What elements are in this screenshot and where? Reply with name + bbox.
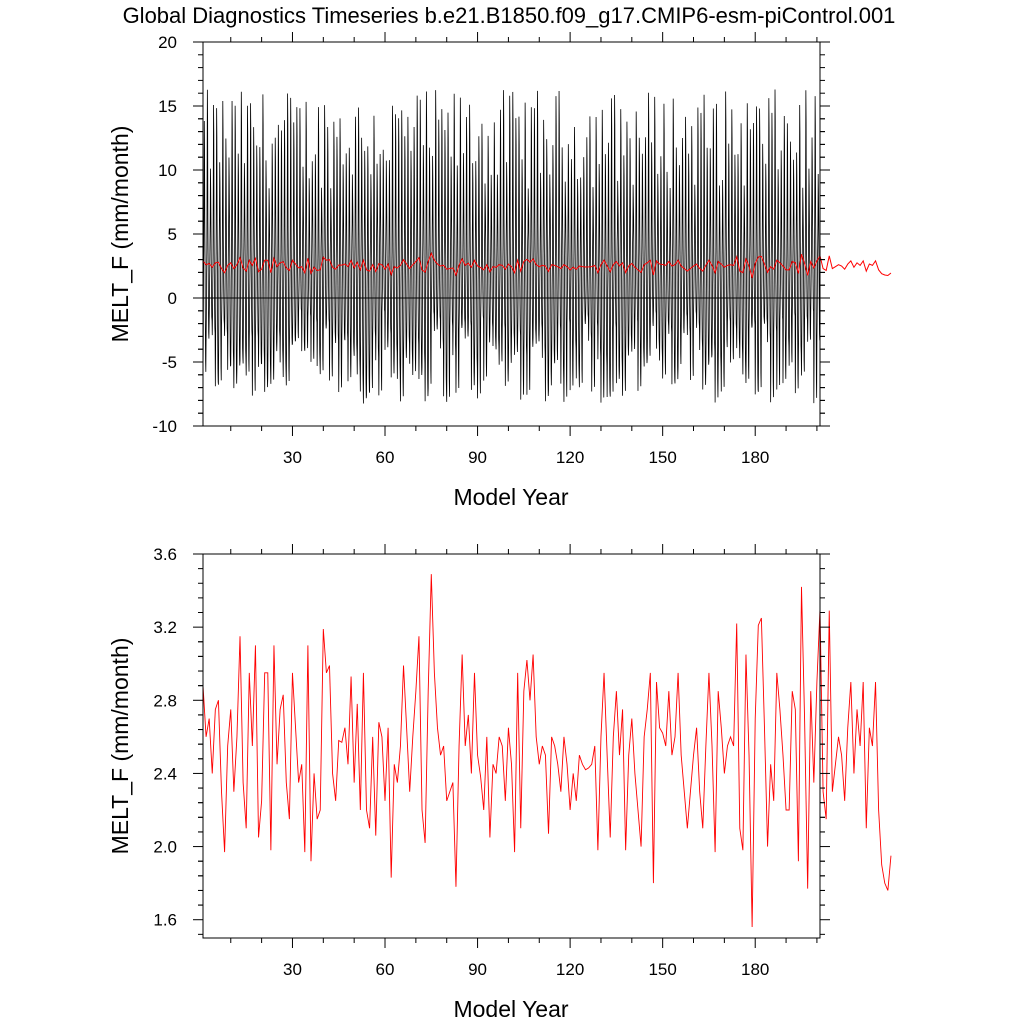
panel-bottom-annual-series — [202, 574, 892, 928]
y-tick-label: 2.4 — [153, 764, 177, 783]
panel-bottom: 30 60 90 120 150 180 1.6 2.0 2.4 2.8 3.2 3.6 Model … — [107, 544, 892, 1022]
y-tick-label: 1.6 — [153, 911, 177, 930]
y-tick-label: 15 — [158, 97, 177, 116]
y-tick-label: -5 — [162, 353, 177, 372]
x-tick-label: 60 — [376, 960, 395, 979]
panel-top-xlabel: Model Year — [453, 484, 568, 510]
x-tick-label: 180 — [741, 960, 769, 979]
annual-series-line — [202, 574, 892, 928]
x-tick-label: 60 — [376, 448, 395, 467]
y-tick-label: 20 — [158, 33, 177, 52]
y-tick-label: 3.2 — [153, 618, 177, 637]
x-tick-label: 150 — [648, 448, 676, 467]
x-tick-label: 120 — [556, 448, 584, 467]
panel-bottom-xlabel: Model Year — [453, 996, 568, 1022]
panel-bottom-ticks: 30 60 90 120 150 180 1.6 2.0 2.4 2.8 3.2 3.6 — [153, 544, 830, 979]
monthly-series-line — [202, 89, 821, 404]
panel-top-annual-series — [202, 252, 892, 279]
x-tick-label: 150 — [648, 960, 676, 979]
y-tick-label: 10 — [158, 161, 177, 180]
x-tick-label: 90 — [468, 448, 487, 467]
panel-top-ticks: 30 60 90 120 150 180 -10 -5 0 5 10 15 20 — [152, 32, 830, 467]
x-tick-label: 180 — [741, 448, 769, 467]
panel-top-plot-frame — [202, 41, 821, 427]
y-tick-label: 5 — [168, 225, 177, 244]
y-tick-label: 0 — [168, 289, 177, 308]
y-tick-label: 2.8 — [153, 691, 177, 710]
chart-title: Global Diagnostics Timeseries b.e21.B185… — [123, 3, 896, 28]
panel-top-ylabel: MELT_F (mm/month) — [107, 126, 133, 343]
x-tick-label: 30 — [283, 960, 302, 979]
x-tick-label: 30 — [283, 448, 302, 467]
y-tick-label: 3.6 — [153, 545, 177, 564]
x-tick-label: 90 — [468, 960, 487, 979]
panel-top-monthly-series — [202, 89, 821, 404]
annual-series-line — [202, 252, 892, 279]
y-tick-label: 2.0 — [153, 838, 177, 857]
panel-bottom-plot-frame — [202, 553, 821, 939]
panel-bottom-ylabel: MELT_F (mm/month) — [107, 638, 133, 855]
y-tick-label: -10 — [152, 417, 177, 436]
x-tick-label: 120 — [556, 960, 584, 979]
